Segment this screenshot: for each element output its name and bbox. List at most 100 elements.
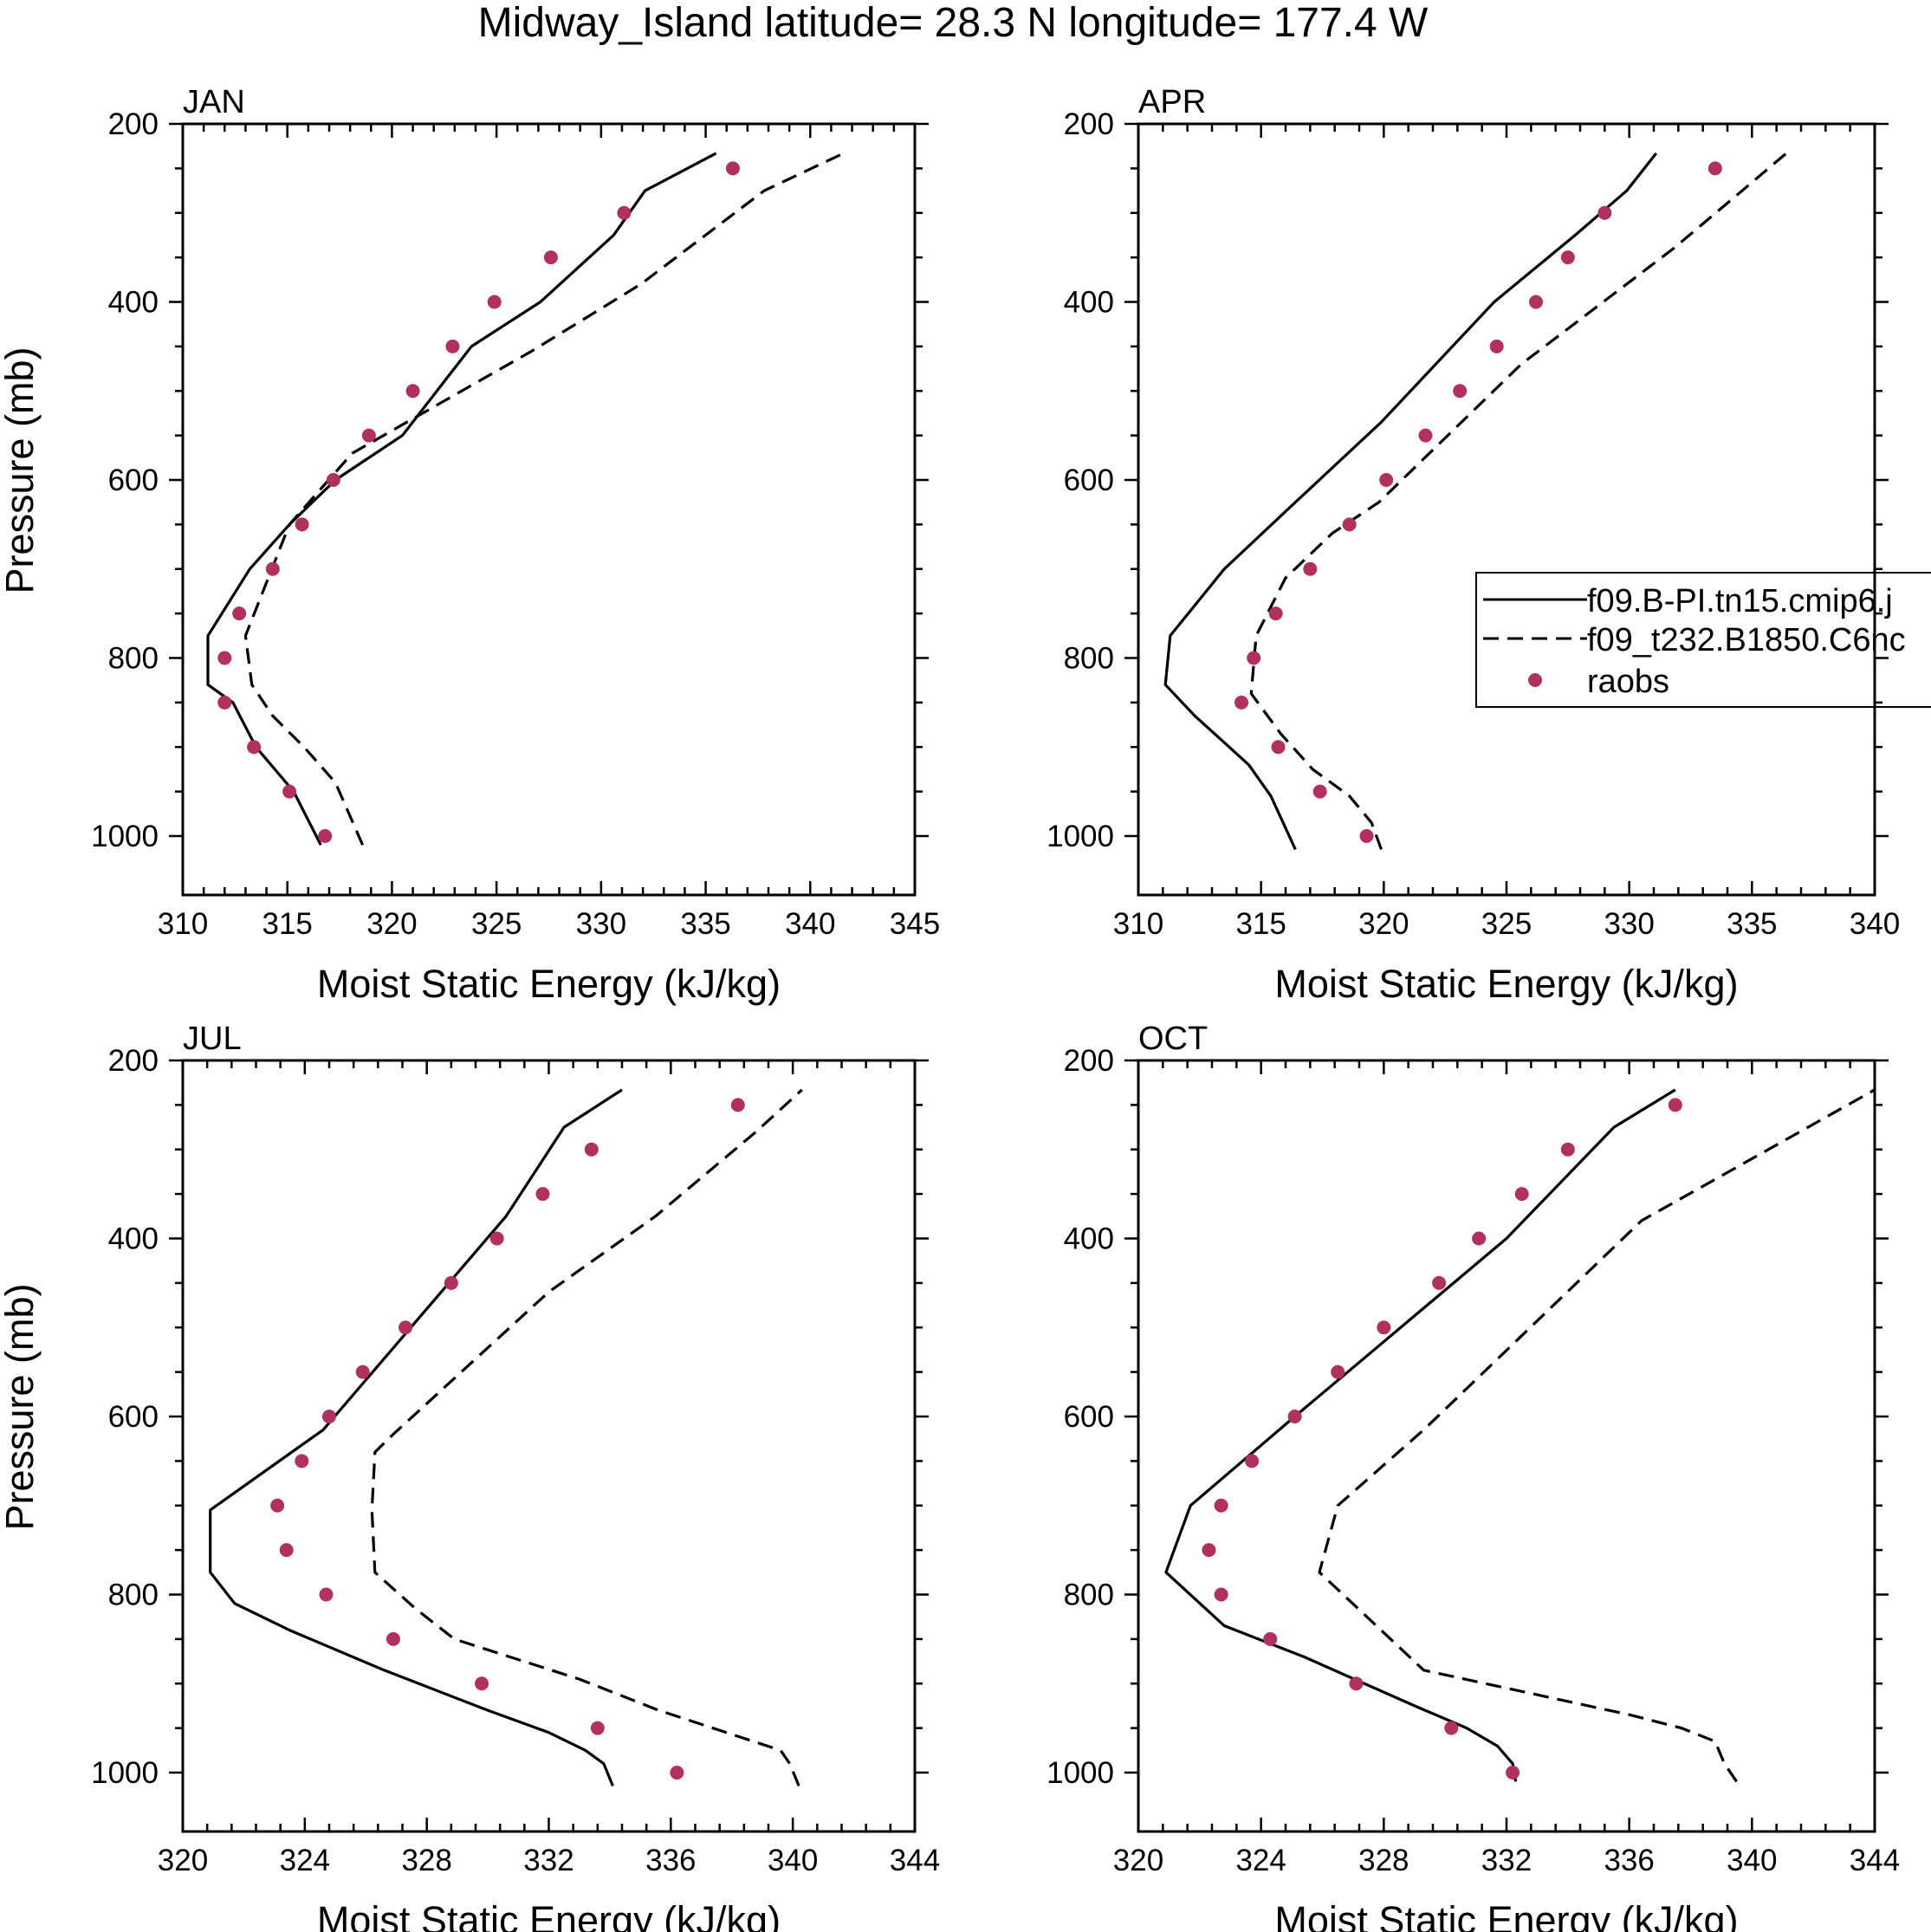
panel-oct: OCT 320 324 328 332 336 340 344 200 400 600 800 1000…	[1046, 1021, 1900, 1932]
raobs-point-apr	[1303, 561, 1318, 576]
raobs-point-oct	[1349, 1676, 1364, 1691]
x-tick-label-jul: 320	[158, 1844, 208, 1877]
x-tick-label-jul: 328	[401, 1844, 451, 1877]
raobs-point-oct	[1506, 1766, 1520, 1780]
raobs-point-oct	[1214, 1587, 1228, 1602]
raobs-point-jan	[405, 384, 420, 399]
plot-frame-apr	[1137, 122, 1876, 897]
raobs-point-apr	[1529, 295, 1543, 309]
x-axis-label-apr: Moist Static Energy (kJ/kg)	[1274, 962, 1738, 1006]
x-tick-label-oct: 328	[1358, 1844, 1409, 1877]
raobs-point-jul	[730, 1098, 745, 1112]
x-tick-label-jul: 324	[280, 1844, 330, 1877]
y-tick-label-apr: 200	[1064, 107, 1114, 141]
y-tick-label-jan: 800	[108, 642, 159, 676]
raobs-point-oct	[1472, 1231, 1487, 1246]
raobs-point-apr	[1268, 606, 1283, 621]
raobs-point-apr	[1418, 428, 1433, 443]
x-tick-label-jan: 330	[576, 907, 626, 941]
raobs-point-jan	[217, 651, 232, 665]
panel-jul: JUL 320 324 328 332 336 340 344 200 400 600 800 1000…	[0, 1021, 940, 1932]
legend-box	[1475, 572, 1931, 708]
raobs-point-oct	[1444, 1721, 1459, 1735]
x-tick-label-jan: 345	[890, 907, 940, 941]
raobs-point-apr	[1379, 473, 1394, 487]
raobs-point-jul	[444, 1275, 458, 1290]
x-axis-label-jan: Moist Static Energy (kJ/kg)	[317, 962, 781, 1006]
raobs-point-jul	[355, 1365, 370, 1379]
raobs-point-apr	[1312, 784, 1327, 799]
legend: f09.B-PI.tn15.cmip6.j f09_t232.B1850.C6n…	[1475, 572, 1931, 708]
dashed-series-jan	[243, 152, 845, 846]
x-tick-label-oct: 344	[1850, 1844, 1900, 1877]
raobs-point-jul	[270, 1498, 285, 1513]
raobs-point-apr	[1342, 517, 1357, 532]
raobs-point-jan	[232, 606, 247, 621]
plot-frame-oct	[1137, 1059, 1876, 1833]
raobs-point-jul	[475, 1676, 489, 1691]
raobs-point-jan	[265, 561, 280, 576]
y-tick-label-jul: 400	[108, 1222, 159, 1256]
y-tick-label-jan: 200	[108, 107, 159, 141]
solid-series-oct	[1164, 1088, 1676, 1782]
x-tick-label-jan: 315	[262, 907, 313, 941]
y-tick-label-oct: 800	[1064, 1579, 1114, 1612]
plot-frame-jul	[181, 1059, 917, 1833]
x-tick-label-apr: 315	[1235, 907, 1286, 941]
y-tick-label-jan: 1000	[91, 820, 159, 853]
raobs-point-jul	[399, 1320, 413, 1335]
x-tick-label-jan: 340	[785, 907, 835, 941]
raobs-point-jul	[279, 1543, 294, 1558]
panel-label-oct: OCT	[1138, 1021, 1208, 1057]
x-tick-label-oct: 332	[1481, 1844, 1532, 1877]
raobs-point-jul	[319, 1587, 334, 1602]
x-tick-label-apr: 310	[1113, 907, 1163, 941]
figure-title: Midway_Island latitude= 28.3 N longitude…	[478, 0, 1429, 46]
y-tick-label-oct: 400	[1064, 1222, 1114, 1256]
y-tick-label-oct: 600	[1064, 1400, 1114, 1434]
raobs-point-jul	[386, 1631, 400, 1646]
x-axis-label-jul: Moist Static Energy (kJ/kg)	[317, 1898, 781, 1932]
raobs-point-jan	[318, 829, 333, 843]
raobs-point-jan	[247, 740, 262, 755]
raobs-point-apr	[1453, 384, 1468, 399]
raobs-point-jul	[584, 1142, 599, 1157]
y-tick-label-apr: 600	[1064, 464, 1114, 497]
raobs-point-jul	[590, 1721, 605, 1735]
dashed-series-jul	[370, 1088, 803, 1787]
x-tick-label-apr: 340	[1850, 907, 1900, 941]
raobs-point-oct	[1560, 1142, 1575, 1157]
raobs-point-apr	[1597, 205, 1612, 220]
raobs-point-jan	[725, 161, 740, 176]
raobs-point-jan	[487, 295, 502, 309]
raobs-point-jan	[617, 205, 632, 220]
raobs-point-apr	[1489, 339, 1504, 353]
x-tick-label-apr: 330	[1604, 907, 1654, 941]
dashed-series-oct	[1318, 1088, 1875, 1783]
x-tick-label-oct: 320	[1113, 1844, 1163, 1877]
y-tick-label-jan: 600	[108, 464, 159, 497]
legend-label-dashed: f09_t232.B1850.C6nc	[1587, 622, 1906, 658]
raobs-point-jul	[322, 1410, 336, 1423]
y-tick-label-jul: 200	[108, 1044, 159, 1078]
raobs-point-apr	[1247, 651, 1261, 665]
x-tick-label-jan: 310	[158, 907, 208, 941]
x-tick-label-apr: 325	[1481, 907, 1532, 941]
raobs-point-apr	[1234, 695, 1248, 710]
raobs-point-oct	[1287, 1410, 1302, 1423]
legend-label-solid: f09.B-PI.tn15.cmip6.j	[1587, 583, 1893, 619]
raobs-point-oct	[1331, 1365, 1345, 1379]
raobs-point-jan	[282, 784, 297, 799]
panel-label-apr: APR	[1138, 84, 1206, 120]
y-tick-label-oct: 1000	[1046, 1756, 1114, 1790]
raobs-point-jul	[670, 1766, 684, 1780]
y-axis-label-jan: Pressure (mb)	[0, 347, 42, 593]
solid-series-jan	[206, 152, 717, 846]
y-tick-label-apr: 1000	[1046, 820, 1114, 853]
x-tick-label-jul: 332	[523, 1844, 573, 1877]
raobs-point-jul	[535, 1187, 550, 1202]
legend-swatch-marker	[1528, 673, 1542, 687]
x-tick-label-jul: 340	[768, 1844, 818, 1877]
y-tick-label-jul: 600	[108, 1400, 159, 1434]
